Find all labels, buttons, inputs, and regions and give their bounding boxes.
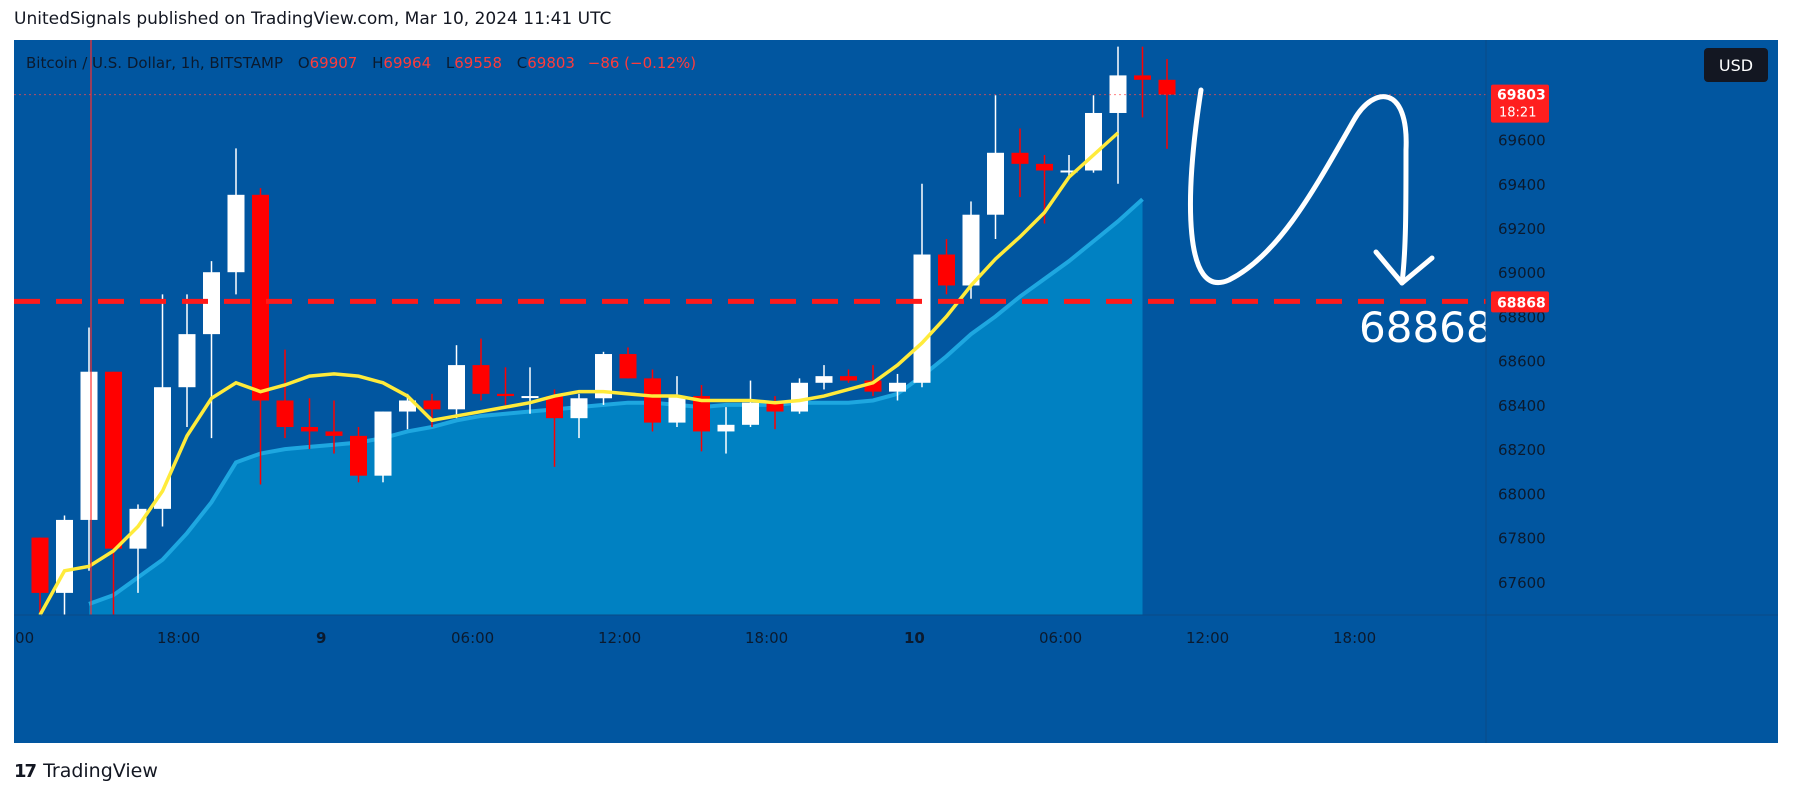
- candle-body: [815, 376, 833, 383]
- candle-body: [399, 400, 416, 412]
- legend-low-label: L: [445, 54, 455, 72]
- current-price-value: 69803: [1497, 88, 1546, 104]
- x-tick-label: 12:00: [1186, 629, 1229, 647]
- candle-body: [350, 435, 367, 476]
- legend-symbol: Bitcoin / U.S. Dollar, 1h, BITSTAMP: [26, 54, 284, 72]
- ma-area-line: [88, 197, 1144, 606]
- candle-body: [962, 214, 980, 286]
- legend-open-value: 69907: [309, 54, 358, 72]
- candle-body: [717, 424, 735, 432]
- candle-body: [423, 400, 441, 410]
- target-annotation: 68868: [1359, 303, 1493, 352]
- legend-high-label: H: [372, 54, 384, 72]
- x-tick-label: 06:00: [1039, 629, 1082, 647]
- candle-body: [570, 398, 588, 419]
- legend-close-value: 69803: [527, 54, 575, 72]
- publisher-line: UnitedSignals published on TradingView.c…: [14, 9, 612, 29]
- y-tick-label: 69200: [1498, 220, 1546, 238]
- y-tick-label: 68200: [1498, 441, 1546, 459]
- x-tick-label: :00: [14, 629, 34, 647]
- candle-body: [693, 396, 710, 432]
- forecast-arrow: [1188, 87, 1409, 286]
- candle-body: [889, 382, 906, 392]
- ma-yellow-line: [38, 131, 1120, 616]
- candle-body: [1134, 75, 1151, 80]
- chart-frame[interactable]: 68868 67600 67800 68000 68200 68400 68600 6880…: [14, 40, 1778, 743]
- y-tick-label: 68600: [1498, 353, 1546, 371]
- candle-body: [227, 194, 245, 273]
- forecast-arrowhead: [1373, 249, 1435, 286]
- candle-body: [840, 376, 857, 381]
- level-price-value: 68868: [1497, 295, 1546, 311]
- y-tick-label: 69000: [1498, 264, 1546, 282]
- candle-body: [791, 382, 808, 412]
- y-tick-label: 68000: [1498, 485, 1546, 503]
- chart-legend: Bitcoin / U.S. Dollar, 1h, BITSTAMP O699…: [26, 54, 696, 72]
- currency-button[interactable]: USD: [1704, 48, 1768, 82]
- legend-high-value: 69964: [383, 54, 432, 72]
- x-tick-label: 18:00: [1333, 629, 1376, 647]
- candle-body: [31, 537, 49, 593]
- candle-body: [276, 400, 294, 428]
- candle-body: [668, 396, 686, 423]
- candle-body: [546, 396, 563, 419]
- tradingview-logo: 17 TradingView: [14, 760, 158, 782]
- candle-body: [1085, 112, 1102, 171]
- y-tick-label: 68800: [1498, 308, 1546, 326]
- ma-area-fill: [89, 199, 1143, 615]
- x-tick-label: 10: [904, 629, 925, 647]
- candle-body: [105, 371, 122, 549]
- candle-body: [619, 354, 637, 379]
- y-tick-label: 68400: [1498, 397, 1546, 415]
- candle-body: [1011, 152, 1029, 164]
- candle-body: [325, 431, 343, 436]
- y-tick-label: 69600: [1498, 132, 1546, 150]
- level-price-tag: [1491, 291, 1549, 313]
- candle-body: [644, 378, 661, 423]
- y-tick-label: 67600: [1498, 574, 1546, 592]
- x-tick-label: 18:00: [157, 629, 200, 647]
- x-tick-label: 06:00: [451, 629, 494, 647]
- x-tick-label: 12:00: [598, 629, 641, 647]
- candle-body: [938, 254, 955, 286]
- candle-body: [1109, 75, 1127, 113]
- candle-body: [742, 402, 759, 425]
- current-price-tag: [1491, 84, 1549, 123]
- x-tick-label: 9: [316, 629, 326, 647]
- x-tick-label: 18:00: [745, 629, 788, 647]
- candle-body: [595, 354, 612, 399]
- candle-body: [1158, 79, 1176, 95]
- candle-body: [766, 402, 784, 412]
- candle-body: [1036, 163, 1053, 171]
- candle-body: [252, 194, 269, 401]
- candle-body: [521, 396, 539, 399]
- candle-body: [374, 411, 392, 476]
- y-tick-label: 67800: [1498, 530, 1546, 548]
- legend-low-value: 69558: [454, 54, 502, 72]
- price-countdown: 18:21: [1499, 106, 1536, 121]
- candle-body: [203, 272, 220, 335]
- candle-body: [987, 152, 1004, 215]
- candle-body: [472, 365, 490, 394]
- candle-body: [864, 380, 882, 392]
- y-tick-label: 69400: [1498, 176, 1546, 194]
- candle-body: [301, 427, 318, 432]
- candle-body: [56, 519, 73, 593]
- legend-close-label: C: [516, 54, 528, 72]
- tradingview-brand: TradingView: [43, 760, 158, 782]
- candle-body: [178, 334, 196, 388]
- tradingview-logo-icon: 17: [14, 760, 37, 782]
- candle-body: [497, 393, 514, 397]
- legend-change: −86 (−0.12%): [587, 54, 697, 72]
- candle-body: [913, 254, 931, 383]
- price-chart[interactable]: 68868 67600 67800 68000 68200 68400 68600 6880…: [14, 40, 1778, 743]
- candle-body: [80, 371, 98, 520]
- price-scale: [1486, 40, 1778, 743]
- candle-body: [1060, 170, 1078, 173]
- candle-body: [448, 365, 465, 410]
- legend-open-label: O: [297, 54, 310, 72]
